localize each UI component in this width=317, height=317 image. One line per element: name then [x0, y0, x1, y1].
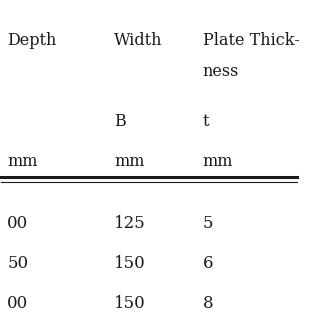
- Text: mm: mm: [7, 153, 38, 170]
- Text: Plate Thick-: Plate Thick-: [203, 32, 300, 49]
- Text: 50: 50: [7, 255, 29, 272]
- Text: 00: 00: [7, 295, 29, 312]
- Text: 5: 5: [203, 215, 213, 232]
- Text: Width: Width: [114, 32, 162, 49]
- Text: mm: mm: [203, 153, 233, 170]
- Text: mm: mm: [114, 153, 145, 170]
- Text: 150: 150: [114, 255, 146, 272]
- Text: t: t: [203, 113, 209, 130]
- Text: Depth: Depth: [7, 32, 57, 49]
- Text: 00: 00: [7, 215, 29, 232]
- Text: ness: ness: [203, 63, 239, 80]
- Text: 150: 150: [114, 295, 146, 312]
- Text: B: B: [114, 113, 126, 130]
- Text: 8: 8: [203, 295, 213, 312]
- Text: 125: 125: [114, 215, 146, 232]
- Text: 6: 6: [203, 255, 213, 272]
